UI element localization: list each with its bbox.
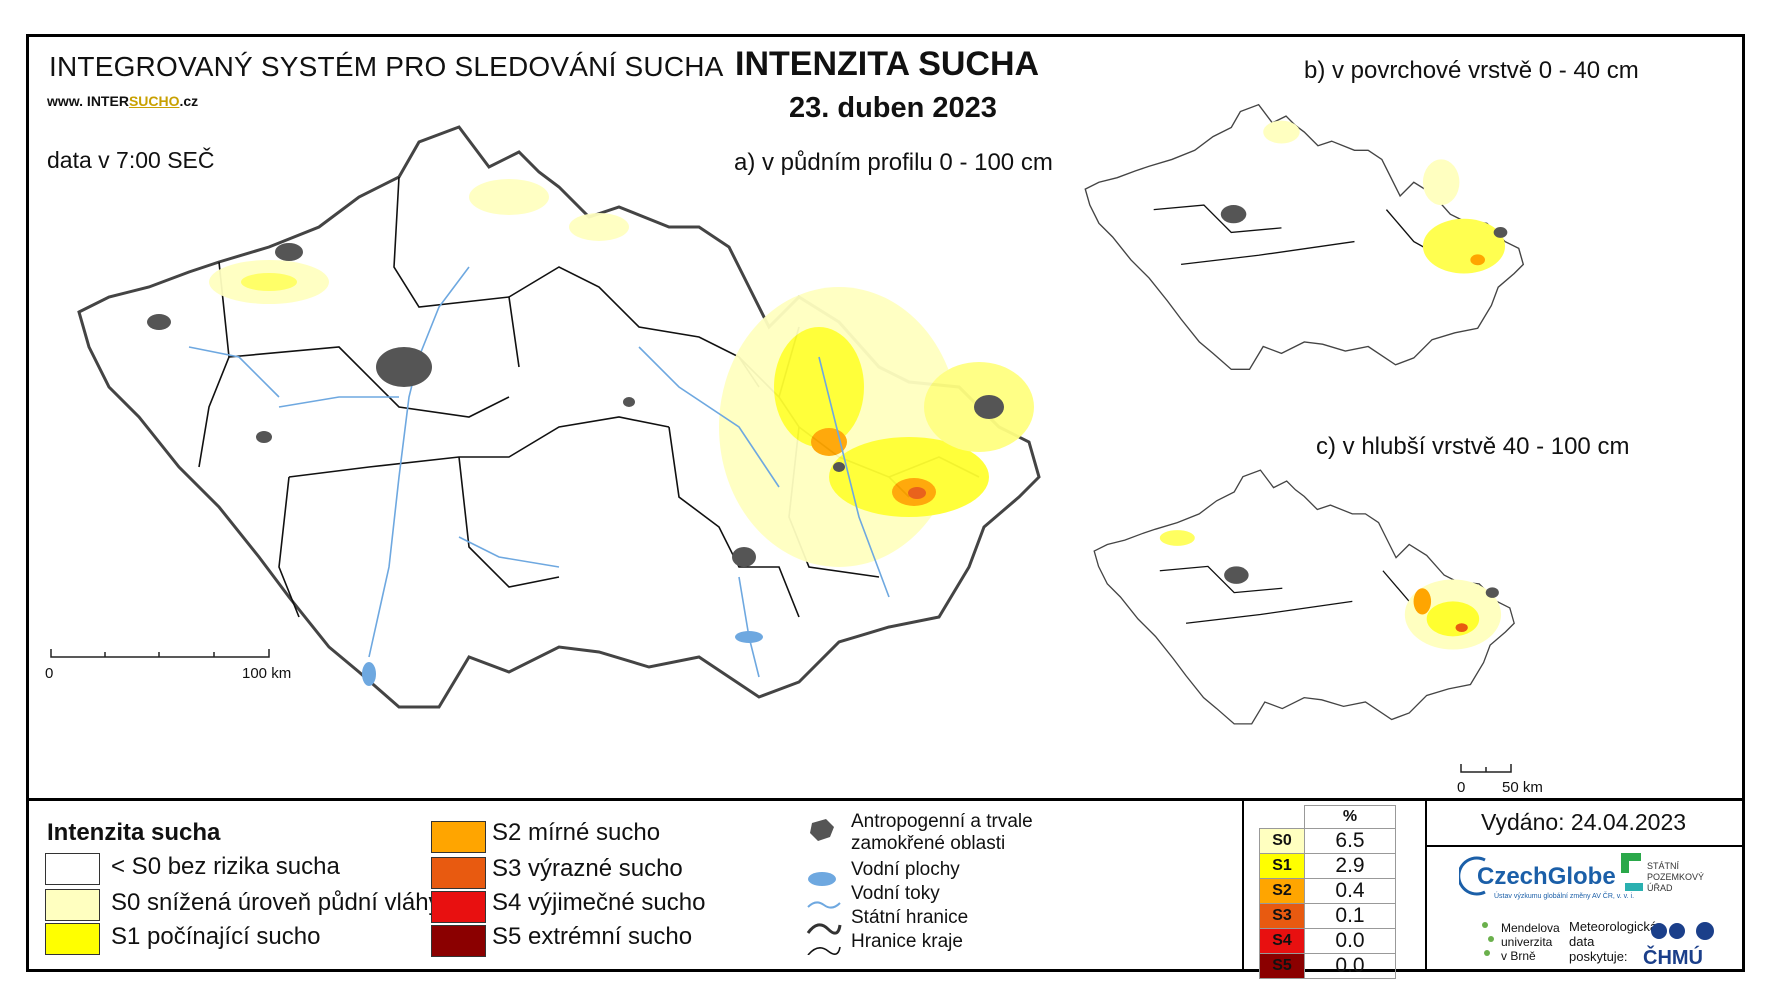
region-border-icon (807, 946, 841, 955)
urban-area-icon (810, 819, 834, 841)
percent-row: S1 2.9 (1259, 853, 1396, 879)
scale-main-zero: 0 (45, 665, 54, 682)
website-link[interactable]: www. INTERSUCHO.cz (47, 93, 199, 109)
percent-row: S2 0.4 (1259, 878, 1396, 904)
legend-label-s4: S4 výjimečné sucho (492, 889, 706, 916)
percent-row: S4 0.0 (1259, 928, 1396, 954)
legend-title: Intenzita sucha (47, 819, 221, 846)
map-b (1084, 103, 1524, 371)
rivers-label: Vodní toky (851, 883, 940, 904)
legend-label-s2: S2 mírné sucho (492, 819, 661, 846)
chmu-logo-icon (1651, 922, 1714, 940)
czechglobe-logo-icon (1459, 856, 1486, 896)
czechglobe-subtitle: Ústav výzkumu globální změny AV ČR, v. v… (1494, 893, 1635, 900)
legend-swatch-s2 (431, 821, 486, 853)
legend-label-none: < S0 bez rizika sucha (111, 853, 340, 880)
water-body-icon (808, 872, 836, 886)
legend-panel: Intenzita sucha < S0 bez rizika sucha S0… (29, 798, 1742, 979)
state-border-label: Státní hranice (851, 907, 969, 928)
map-c (1093, 469, 1515, 725)
scale-small-zero: 0 (1457, 779, 1466, 796)
map-a-title: a) v půdním profilu 0 - 100 cm (734, 149, 1053, 176)
scale-bar-small (1460, 764, 1512, 773)
spu-logo: STÁTNÍ POZEMKOVÝ ÚŘAD (1647, 861, 1705, 893)
data-time: data v 7:00 SEČ (47, 147, 215, 173)
main-title: INTENZITA SUCHA (735, 45, 1040, 83)
percent-row: S0 6.5 (1259, 828, 1396, 854)
map-date: 23. duben 2023 (789, 92, 997, 124)
percent-table: % S0 6.5 S1 2.9 S2 0.4 S3 0.1 S4 0.0 S5 0.0 (1259, 805, 1396, 979)
percent-row: S5 0.0 (1259, 953, 1396, 979)
scale-bar-main (50, 649, 270, 658)
chmu-logo: ČHMÚ (1643, 947, 1703, 969)
region-border-label: Hranice kraje (851, 931, 963, 952)
divider-1 (1242, 801, 1244, 972)
czechglobe-logo: CzechGlobe (1477, 863, 1616, 890)
met-data-label: Meteorologická data poskytuje: (1569, 919, 1658, 964)
legend-swatch-s0 (45, 889, 100, 921)
system-title: INTEGROVANÝ SYSTÉM PRO SLEDOVÁNÍ SUCHA (49, 51, 724, 82)
state-border-icon (806, 923, 842, 935)
legend-swatch-s4 (431, 891, 486, 923)
mendelu-logo-icon (1482, 922, 1494, 956)
water-label: Vodní plochy (851, 859, 960, 880)
map-frame: INTEGROVANÝ SYSTÉM PRO SLEDOVÁNÍ SUCHA w… (26, 34, 1745, 979)
map-c-title: c) v hlubší vrstvě 40 - 100 cm (1316, 433, 1630, 460)
map-a (77, 125, 1041, 709)
legend-swatch-s5 (431, 925, 486, 957)
legend-label-s3: S3 výrazné sucho (492, 855, 683, 882)
urban-label-1: Antropogenní a trvale (851, 811, 1033, 832)
spu-logo-icon (1621, 853, 1643, 891)
issued-date: Vydáno: 24.04.2023 (1481, 809, 1687, 835)
legend-swatch-s1 (45, 923, 100, 955)
percent-header: % (1304, 805, 1396, 829)
legend-swatch-s3 (431, 857, 486, 889)
legend-swatch-none (45, 853, 100, 885)
map-b-title: b) v povrchové vrstvě 0 - 40 cm (1304, 57, 1639, 84)
symbol-icons (806, 819, 842, 955)
river-icon (807, 901, 841, 909)
divider-2 (1425, 801, 1427, 972)
legend-label-s5: S5 extrémní sucho (492, 923, 693, 950)
urban-label-2: zamokřené oblasti (851, 833, 1006, 854)
scale-main-end: 100 km (242, 665, 292, 682)
mendelu-logo: Mendelova univerzita v Brně (1501, 921, 1560, 963)
issued-divider (1425, 845, 1742, 847)
percent-row: S3 0.1 (1259, 903, 1396, 929)
scale-small-end: 50 km (1502, 779, 1543, 796)
legend-label-s0: S0 snížená úroveň půdní vláhy (111, 889, 441, 916)
legend-label-s1: S1 počínající sucho (111, 923, 321, 950)
